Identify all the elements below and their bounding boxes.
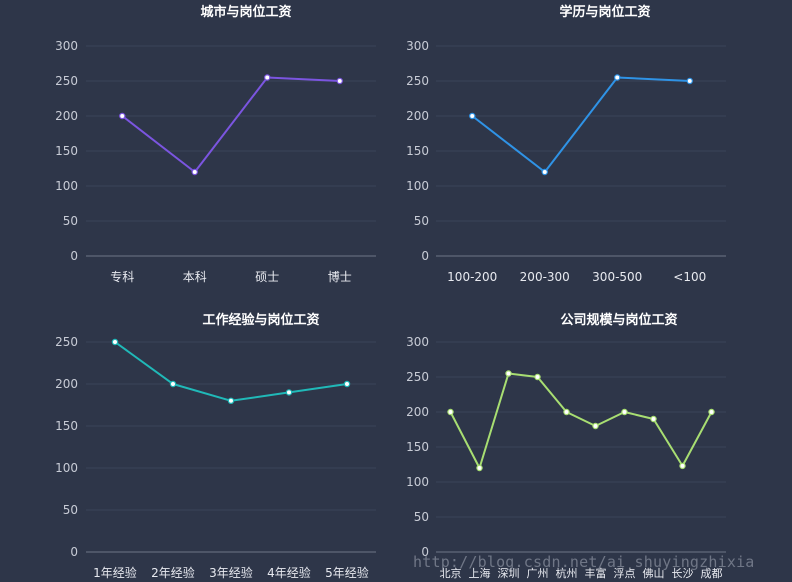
x-category-label: 100-200	[447, 270, 497, 284]
data-point	[614, 74, 621, 81]
data-point	[264, 74, 271, 81]
watermark-url: http://blog.csdn.net/ai_shuyingzhixia	[413, 553, 755, 571]
data-point	[119, 112, 126, 120]
y-tick-label: 100	[55, 461, 78, 475]
data-point	[708, 408, 715, 416]
chart-panel-4: 公司规模与岗位工资 0 50 100 150 200 250 300 北京 上海 深圳 广州 杭州 丰富浮…	[406, 312, 726, 580]
x-category-label: 广州	[527, 567, 549, 580]
x-category-label: 3年经验	[209, 565, 253, 580]
data-point	[686, 77, 693, 85]
y-tick-label: 50	[63, 503, 78, 517]
chart-panel-1: 城市与岗位工资 0 50 100 150 200 250 300 专科 本科 硕士 博士	[55, 4, 376, 284]
x-category-label: 丰富	[585, 566, 607, 580]
data-point	[169, 380, 177, 388]
y-tick-label: 200	[55, 109, 78, 123]
data-point	[679, 462, 686, 470]
x-category-label: 浮点	[614, 567, 636, 580]
chart-panel-3: 工作经验与岗位工资 0 50 100 150 200 250 1年经验 2年经验 3年经验 4年经验…	[55, 312, 376, 580]
x-category-label: <100	[673, 270, 706, 284]
y-tick-label: 300	[406, 335, 429, 349]
y-tick-label: 200	[406, 405, 429, 419]
x-category-label: 杭州	[556, 566, 578, 580]
series-line	[449, 372, 713, 469]
y-tick-label: 0	[70, 545, 78, 559]
x-category-label: 本科	[183, 270, 207, 284]
data-point	[447, 408, 454, 416]
chart-panel-2: 学历与岗位工资 0 50 100 150 200 250 300 100-200 200-300 3…	[406, 4, 726, 284]
y-tick-label: 50	[414, 214, 429, 228]
y-tick-label: 0	[70, 249, 78, 263]
y-tick-label: 200	[55, 377, 78, 391]
x-category-label: 北京	[440, 566, 462, 580]
x-category-label: 4年经验	[267, 565, 311, 580]
chart-title: 公司规模与岗位工资	[560, 312, 677, 328]
data-point	[476, 464, 483, 472]
series-line	[471, 76, 690, 173]
data-point	[505, 370, 512, 377]
y-tick-label: 300	[406, 39, 429, 53]
chart-title: 学历与岗位工资	[559, 4, 650, 20]
x-category-label: 硕士	[255, 270, 279, 284]
y-tick-label: 300	[55, 39, 78, 53]
x-category-label: 专科	[110, 269, 134, 284]
y-tick-label: 250	[406, 74, 429, 88]
data-point	[227, 397, 235, 404]
data-point	[111, 338, 119, 346]
chart-title: 工作经验与岗位工资	[202, 312, 319, 328]
x-category-label: 博士	[328, 269, 352, 284]
y-tick-label: 50	[63, 214, 78, 228]
y-tick-label: 250	[55, 335, 78, 349]
data-point	[191, 168, 198, 176]
data-point	[592, 422, 599, 430]
y-tick-label: 150	[406, 144, 429, 158]
x-category-label: 成都	[701, 567, 723, 580]
y-tick-label: 0	[421, 249, 429, 263]
data-point	[650, 415, 657, 423]
x-category-label: 2年经验	[151, 565, 195, 580]
data-point	[621, 408, 628, 416]
data-point	[541, 168, 548, 176]
y-tick-label: 100	[55, 179, 78, 193]
data-point	[336, 77, 343, 85]
y-tick-label: 150	[55, 419, 78, 433]
x-category-label: 深圳	[498, 567, 520, 580]
y-tick-label: 150	[406, 440, 429, 454]
y-tick-label: 250	[55, 74, 78, 88]
x-category-label: 5年经验	[325, 565, 369, 580]
x-category-label: 1年经验	[93, 565, 137, 580]
y-tick-label: 0	[421, 545, 429, 559]
data-point	[343, 380, 351, 388]
y-tick-label: 150	[55, 144, 78, 158]
series-line	[121, 76, 340, 173]
y-tick-label: 200	[406, 109, 429, 123]
y-tick-label: 100	[406, 475, 429, 489]
series-line	[114, 341, 348, 402]
x-category-label: 长沙	[672, 567, 694, 580]
x-category-label: 上海	[469, 566, 491, 580]
y-tick-label: 100	[406, 179, 429, 193]
y-tick-label: 250	[406, 370, 429, 384]
data-point	[469, 112, 476, 120]
x-category-label: 200-300	[520, 270, 570, 284]
x-category-label: 佛山	[643, 567, 665, 580]
y-tick-label: 50	[414, 510, 429, 524]
data-point	[534, 373, 541, 381]
x-category-label: 300-500	[592, 270, 642, 284]
data-point	[285, 389, 293, 396]
chart-title: 城市与岗位工资	[200, 4, 291, 20]
data-point	[563, 408, 570, 416]
